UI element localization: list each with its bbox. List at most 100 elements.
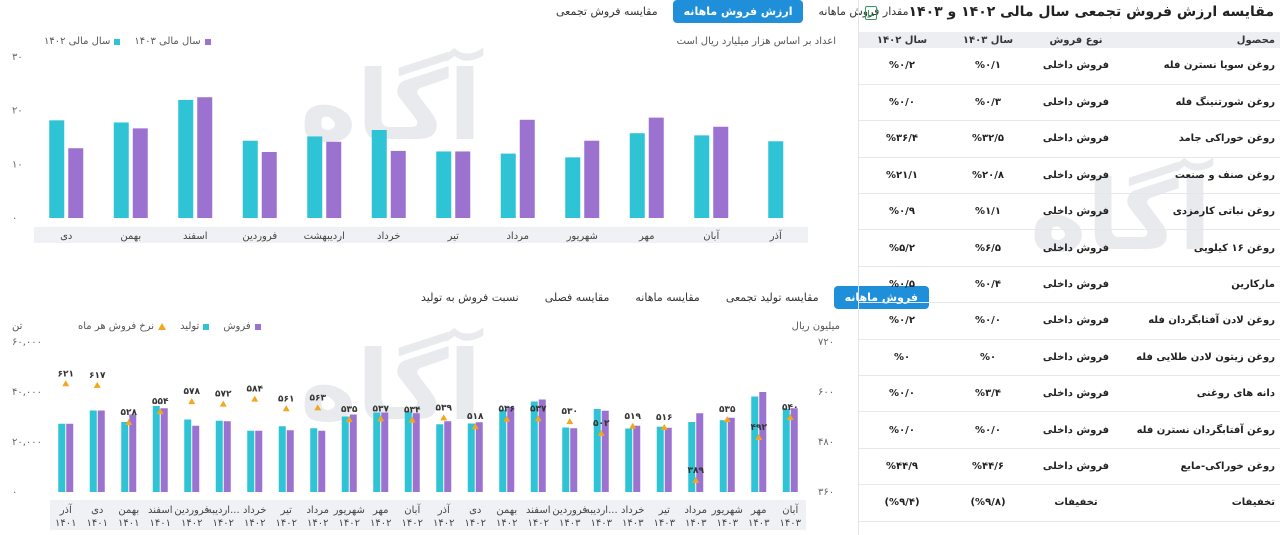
bar-1402 bbox=[371, 129, 387, 218]
legend-item-production[interactable]: تولید bbox=[180, 321, 210, 332]
header-sale-type[interactable]: نوع فروش bbox=[1031, 32, 1121, 48]
y-tick-label: ۱۰ bbox=[12, 159, 23, 170]
x-tick-label-year: ۱۴۰۲ bbox=[433, 518, 454, 529]
legend-item-1402[interactable]: سال مالی ۱۴۰۲ bbox=[44, 36, 121, 47]
tab-cumulative-sales-comparison[interactable]: مقایسه فروش تجمعی bbox=[556, 5, 658, 18]
bar-production bbox=[121, 422, 129, 492]
cell-year-1403: %۰/۳ bbox=[945, 84, 1031, 122]
cell-product: روغن خوراکی جامد bbox=[1121, 120, 1280, 158]
bar-sales bbox=[570, 428, 578, 492]
cell-year-1402: %۰/۵ bbox=[859, 266, 945, 304]
x-tick-label-year: ۱۴۰۳ bbox=[685, 518, 707, 529]
cell-product: مارکارین bbox=[1121, 266, 1280, 304]
bar-sales bbox=[412, 413, 420, 492]
rate-marker bbox=[62, 380, 70, 387]
rate-label: ۵۳۰ bbox=[562, 407, 578, 417]
x-tick-label-year: ۱۴۰۲ bbox=[528, 518, 549, 529]
bar-production bbox=[152, 406, 160, 492]
x-tick-label-month: تیر bbox=[280, 505, 293, 516]
tab-sales-to-production-ratio[interactable]: نسبت فروش به تولید bbox=[421, 291, 519, 304]
cell-year-1402: %۵/۲ bbox=[859, 229, 945, 267]
legend-item-1403[interactable]: سال مالی ۱۴۰۳ bbox=[134, 36, 211, 47]
legend-swatch bbox=[158, 323, 167, 330]
x-tick-label-year: ۱۴۰۲ bbox=[181, 518, 202, 529]
cell-year-1402: %۰/۰ bbox=[859, 375, 945, 413]
bar-1402 bbox=[436, 151, 452, 218]
x-tick-label-year: ۱۴۰۲ bbox=[465, 518, 486, 529]
tab-monthly-sales-value[interactable]: ارزش فروش ماهانه bbox=[672, 0, 804, 23]
legend-label: تولید bbox=[180, 321, 200, 332]
rate-marker bbox=[408, 416, 416, 423]
legend-swatch bbox=[204, 38, 211, 45]
bar-sales bbox=[97, 410, 105, 492]
bar-production bbox=[58, 423, 66, 492]
bottom-monthly-sales-chart: ۰ ۲۰,۰۰۰ ۴۰,۰۰۰ ۶۰,۰۰۰ ۳۶۰ ۴۸۰ ۶۰۰ ۷۲۰ آبان ۱۴۰۳ ۵… bbox=[12, 337, 834, 530]
rate-marker bbox=[345, 416, 353, 423]
tab-monthly-comparison[interactable]: مقایسه ماهانه bbox=[635, 291, 700, 304]
header-year-1403[interactable]: سال ۱۴۰۳ bbox=[945, 32, 1031, 48]
x-tick-label-month: دی bbox=[469, 505, 481, 516]
table-row: روغن خوراکی جامد فروش داخلی %۳۲/۵ %۳۶/۴ bbox=[859, 120, 1280, 158]
tab-seasonal-comparison[interactable]: مقایسه فصلی bbox=[544, 291, 610, 304]
rate-label: ۵۳۷ bbox=[530, 404, 547, 414]
table-row: روغن ۱۶ کیلویی فروش داخلی %۶/۵ %۵/۲ bbox=[859, 229, 1280, 267]
bar-sales bbox=[444, 421, 452, 492]
x-tick-label-year: ۱۴۰۲ bbox=[307, 518, 328, 529]
cell-sale-type: فروش داخلی bbox=[1031, 48, 1121, 85]
rate-marker bbox=[660, 424, 668, 430]
x-tick-label: آبان bbox=[703, 229, 720, 242]
x-tick-label: تیر bbox=[447, 231, 460, 242]
rate-label: ۵۰۲ bbox=[593, 419, 610, 429]
x-tick-label-month: آبان bbox=[782, 503, 799, 516]
panel-title: مقایسه ارزش فروش تجمعی سال مالی ۱۴۰۲ و ۱… bbox=[908, 4, 1274, 20]
x-tick-label-year: ۱۴۰۱ bbox=[150, 518, 171, 529]
cell-sale-type: فروش داخلی bbox=[1031, 448, 1121, 486]
x-tick-label-year: ۱۴۰۱ bbox=[55, 518, 76, 529]
bar-production bbox=[184, 419, 192, 492]
legend-item-sales[interactable]: فروش bbox=[223, 321, 261, 332]
excel-icon[interactable] bbox=[865, 6, 877, 20]
bar-sales bbox=[507, 407, 515, 492]
bar-1402 bbox=[768, 141, 784, 218]
x-tick-label: اردیبهشت bbox=[304, 231, 345, 242]
cell-year-1402: %۴۴/۹ bbox=[859, 448, 945, 486]
cell-sale-type: فروش داخلی bbox=[1031, 266, 1121, 304]
tab-monthly-sales-quantity[interactable]: مقدار فروش ماهانه bbox=[818, 5, 909, 18]
bar-production bbox=[625, 428, 633, 492]
cell-year-1403: %۰ bbox=[945, 339, 1031, 377]
cell-year-1403: %۶/۵ bbox=[945, 229, 1031, 267]
bar-production bbox=[215, 420, 223, 492]
rate-marker bbox=[629, 422, 637, 429]
rate-marker bbox=[597, 429, 605, 436]
bottom-chart-left-unit: تن bbox=[12, 321, 23, 332]
x-tick-label-month: خرداد bbox=[243, 505, 266, 516]
x-tick-label-month: آذر bbox=[437, 503, 451, 516]
table-row: روغن خوراکی-مایع فروش داخلی %۴۴/۶ %۴۴/۹ bbox=[859, 448, 1280, 486]
rate-marker bbox=[534, 415, 542, 422]
x-tick-label: مهر bbox=[638, 231, 654, 242]
rate-label: ۵۷۲ bbox=[215, 390, 232, 400]
rate-marker bbox=[440, 414, 448, 421]
rate-label: ۵۲۸ bbox=[121, 408, 138, 418]
table-row: روغن آفتابگردان نسترن فله فروش داخلی %۰/۰%… bbox=[859, 411, 1280, 449]
header-product[interactable]: محصول bbox=[1121, 32, 1280, 48]
bar-sales bbox=[475, 422, 483, 492]
legend-item-rate[interactable]: نرخ فروش هر ماه bbox=[78, 321, 167, 332]
bar-production bbox=[247, 430, 255, 492]
x-tick-label-year: ۱۴۰۳ bbox=[717, 518, 739, 529]
header-year-1402[interactable]: سال ۱۴۰۲ bbox=[859, 32, 945, 48]
table-row: دانه های روغنی فروش داخلی %۳/۴ %۰/۰ bbox=[859, 375, 1280, 413]
cell-product: روغن لادن آفتابگردان فله bbox=[1121, 302, 1280, 340]
rate-label: ۵۱۹ bbox=[625, 412, 642, 422]
rate-marker bbox=[93, 381, 101, 388]
tab-cumulative-production[interactable]: مقایسه تولید تجمعی bbox=[725, 291, 819, 304]
rate-label: ۵۱۶ bbox=[656, 413, 672, 423]
cell-sale-type: فروش داخلی bbox=[1031, 229, 1121, 267]
cell-sale-type: فروش داخلی bbox=[1031, 339, 1121, 377]
x-tick-label-month: تیر bbox=[658, 505, 671, 516]
bar-production bbox=[341, 416, 349, 492]
legend-swatch bbox=[114, 38, 121, 45]
y-tick-label-left: ۴۰,۰۰۰ bbox=[12, 387, 42, 398]
x-tick-label-year: ۱۴۰۲ bbox=[339, 518, 360, 529]
table-row: روغن زیتون لادن طلایی فله فروش داخلی %۰ %۰ bbox=[859, 339, 1280, 377]
